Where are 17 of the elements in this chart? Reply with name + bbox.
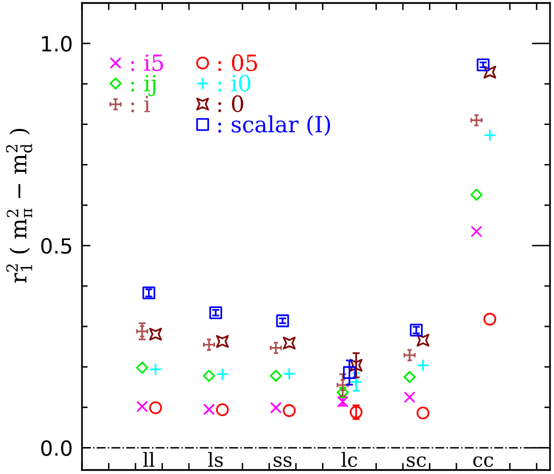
- legend-label: : i: [131, 96, 150, 112]
- x-tick-label: ls: [208, 452, 223, 467]
- y-tick-label: 1.0: [42, 36, 72, 52]
- text: r$^{2}$$_{1}$ ( m$^{2}$$_{π}$ − m$^{2}$$_{d}$ ): [6, 128, 32, 283]
- legend-label: : 0: [218, 95, 244, 112]
- x-tick-label: cc: [473, 456, 494, 467]
- y-tick-label: 0.5: [41, 238, 72, 254]
- legend-label: : 05: [218, 54, 258, 72]
- x-tick-label: lc: [341, 452, 358, 467]
- y-tick-label: 0.0: [41, 440, 72, 456]
- legend-label: : i5: [131, 54, 163, 72]
- legend-label: : i0: [218, 74, 250, 92]
- legend-label: : ij: [131, 74, 156, 96]
- x-tick-label: ll: [143, 452, 154, 467]
- x-tick-label: ss: [274, 456, 292, 467]
- legend-label: : scalar (I): [218, 115, 330, 136]
- x-tick-label: sc: [406, 456, 426, 467]
